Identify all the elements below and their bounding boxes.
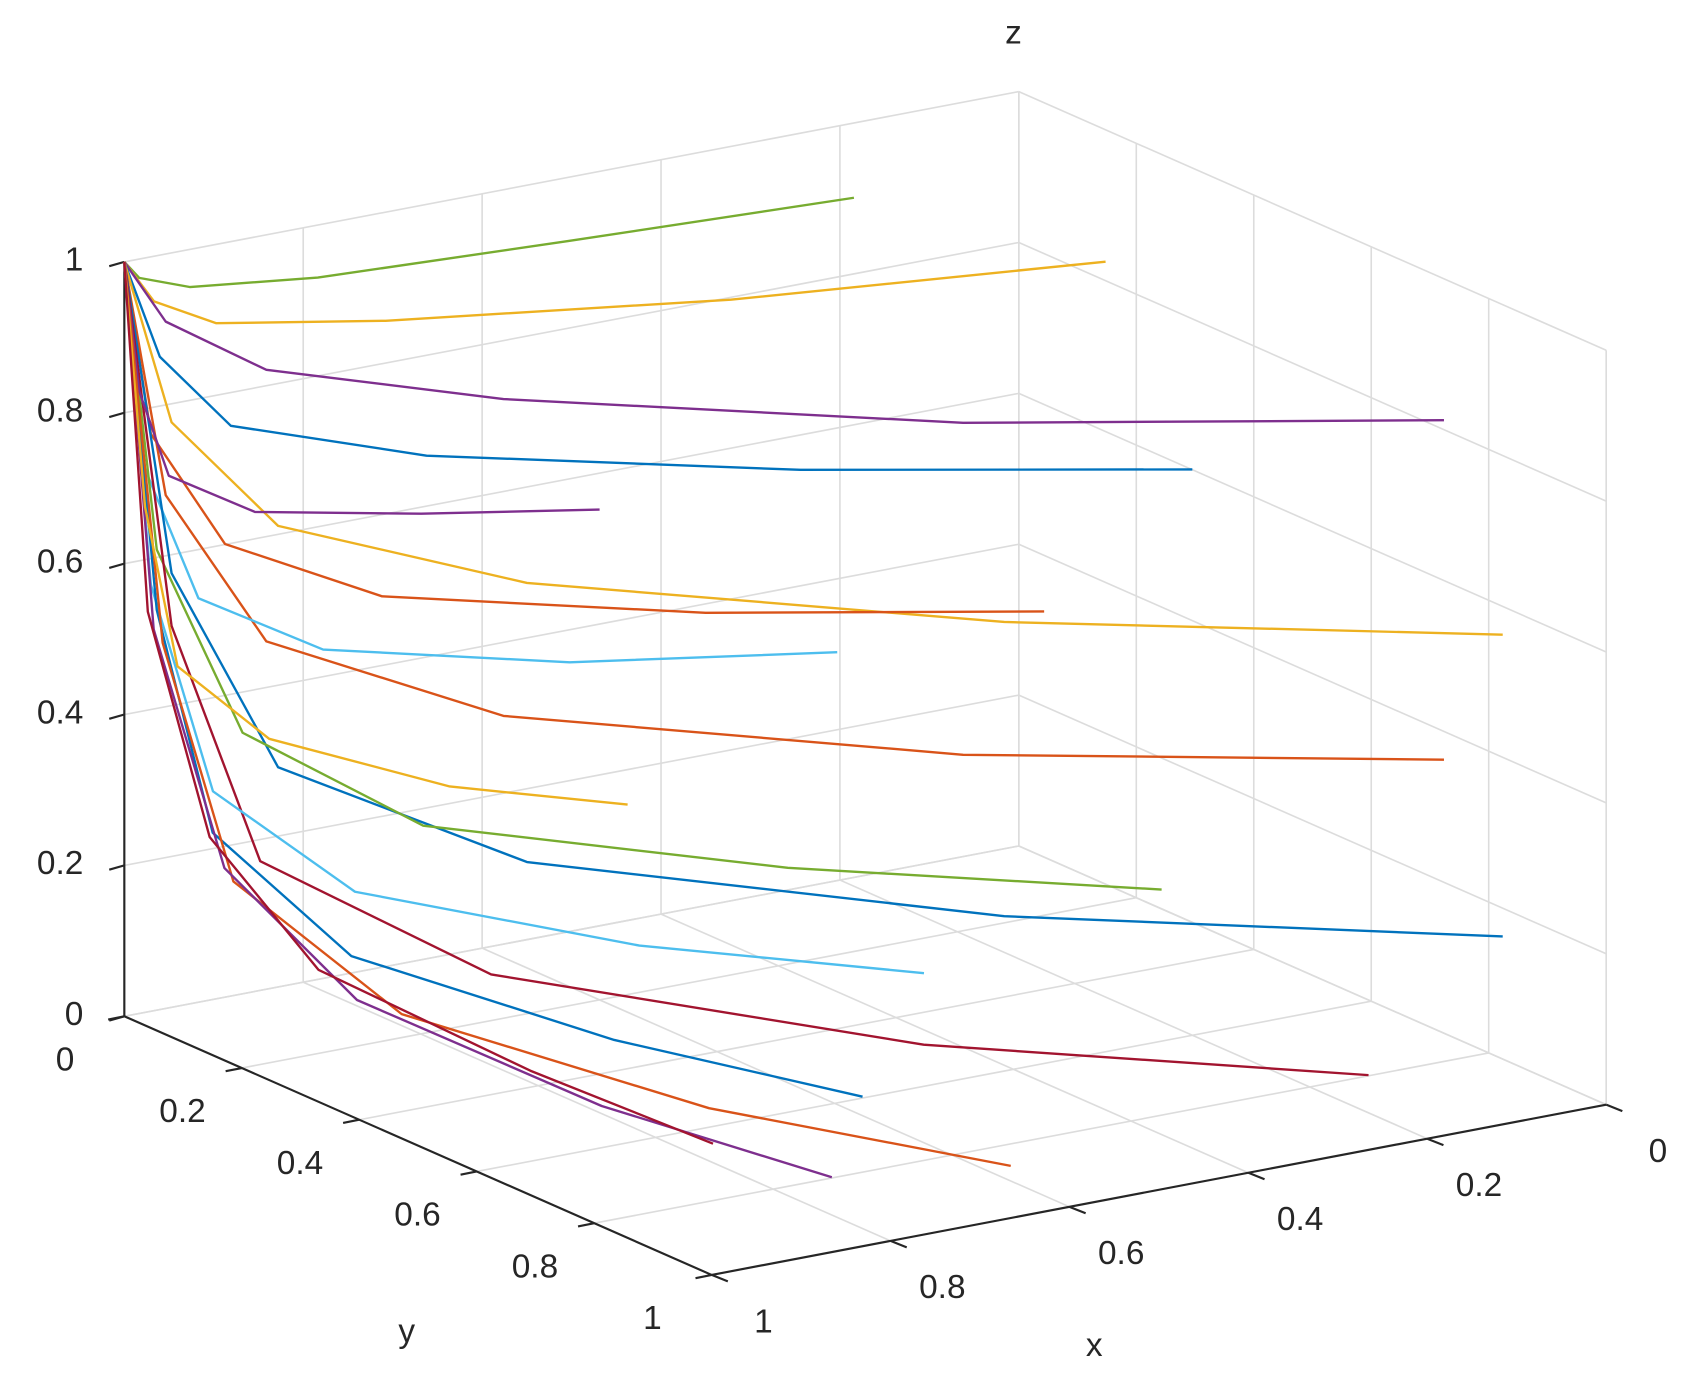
trajectory bbox=[123, 261, 1011, 1168]
x-tick-label: 0.6 bbox=[1098, 1235, 1144, 1272]
y-tick bbox=[107, 1015, 125, 1021]
z-tick-label: 0.8 bbox=[37, 393, 83, 430]
grid-line bbox=[124, 845, 1019, 1018]
grid-line bbox=[594, 1052, 1489, 1224]
trajectory bbox=[123, 261, 1444, 761]
y-axis-label: y bbox=[398, 1313, 415, 1350]
x-tick-label: 0.2 bbox=[1456, 1167, 1502, 1204]
grid-line bbox=[302, 981, 891, 1242]
trajectory bbox=[123, 196, 855, 289]
trajectory bbox=[123, 261, 628, 806]
trajectory bbox=[123, 261, 833, 1179]
z-tick bbox=[108, 864, 125, 871]
grid-line bbox=[124, 392, 1019, 565]
y-tick bbox=[342, 1118, 360, 1125]
z-tick-label: 0.2 bbox=[37, 845, 83, 882]
y-tick-label: 0 bbox=[56, 1041, 75, 1078]
trajectory bbox=[123, 261, 714, 1145]
grid-line bbox=[839, 879, 1428, 1140]
x-tick bbox=[1069, 1205, 1087, 1215]
grid-line bbox=[1018, 241, 1607, 502]
z-tick-label: 0 bbox=[65, 996, 84, 1033]
y-tick-label: 0.6 bbox=[394, 1197, 440, 1234]
trajectory bbox=[123, 261, 1193, 472]
z-tick-label: 0.4 bbox=[37, 694, 83, 731]
y-tick bbox=[460, 1170, 477, 1176]
trajectory bbox=[123, 261, 1369, 1077]
grid-line bbox=[1018, 845, 1607, 1106]
trajectory bbox=[123, 261, 1503, 938]
grid-line bbox=[660, 913, 1249, 1174]
z-tick bbox=[108, 562, 125, 569]
y-tick bbox=[695, 1273, 712, 1280]
x-axis-label: x bbox=[1086, 1327, 1103, 1364]
x-tick-label: 0 bbox=[1649, 1133, 1668, 1170]
trajectory bbox=[123, 261, 600, 515]
z-axis-label: z bbox=[1005, 14, 1022, 51]
grid-line bbox=[124, 543, 1019, 716]
x-tick-label: 0.4 bbox=[1277, 1201, 1323, 1238]
grid-line bbox=[124, 90, 1019, 263]
trajectory bbox=[123, 261, 1444, 425]
x-tick bbox=[1247, 1171, 1265, 1181]
x-tick-label: 0.8 bbox=[919, 1269, 965, 1306]
z-tick-label: 1 bbox=[65, 242, 84, 279]
grid-line bbox=[1018, 90, 1607, 351]
grid-line bbox=[241, 896, 1137, 1069]
trajectory bbox=[123, 260, 1106, 325]
trajectory bbox=[123, 261, 1162, 891]
x-axis bbox=[711, 1103, 1607, 1276]
z-tick-label: 0.6 bbox=[37, 543, 83, 580]
y-tick bbox=[577, 1222, 595, 1228]
trajectory bbox=[123, 261, 863, 1098]
y-axis bbox=[123, 1015, 713, 1276]
trajectory bbox=[123, 261, 1503, 636]
z-tick bbox=[108, 260, 125, 268]
y-tick-label: 1 bbox=[643, 1300, 662, 1337]
z-tick bbox=[108, 411, 125, 419]
grid-line bbox=[476, 1000, 1372, 1173]
y-tick-label: 0.4 bbox=[277, 1145, 323, 1182]
x-tick bbox=[1426, 1137, 1444, 1147]
x-tick bbox=[890, 1239, 908, 1249]
x-tick bbox=[1605, 1103, 1623, 1113]
grid-line bbox=[359, 948, 1254, 1121]
y-tick bbox=[225, 1066, 243, 1073]
grid-line bbox=[1018, 543, 1607, 804]
x-tick bbox=[711, 1273, 729, 1283]
grid-line bbox=[124, 241, 1019, 414]
grid-line bbox=[124, 694, 1019, 867]
y-tick-label: 0.8 bbox=[512, 1248, 558, 1285]
grid-line bbox=[1018, 694, 1607, 955]
x-tick-label: 1 bbox=[754, 1303, 773, 1340]
z-tick bbox=[108, 713, 125, 720]
y-tick-label: 0.2 bbox=[159, 1093, 205, 1130]
grid-line bbox=[1018, 392, 1607, 653]
trajectory bbox=[123, 261, 1045, 615]
